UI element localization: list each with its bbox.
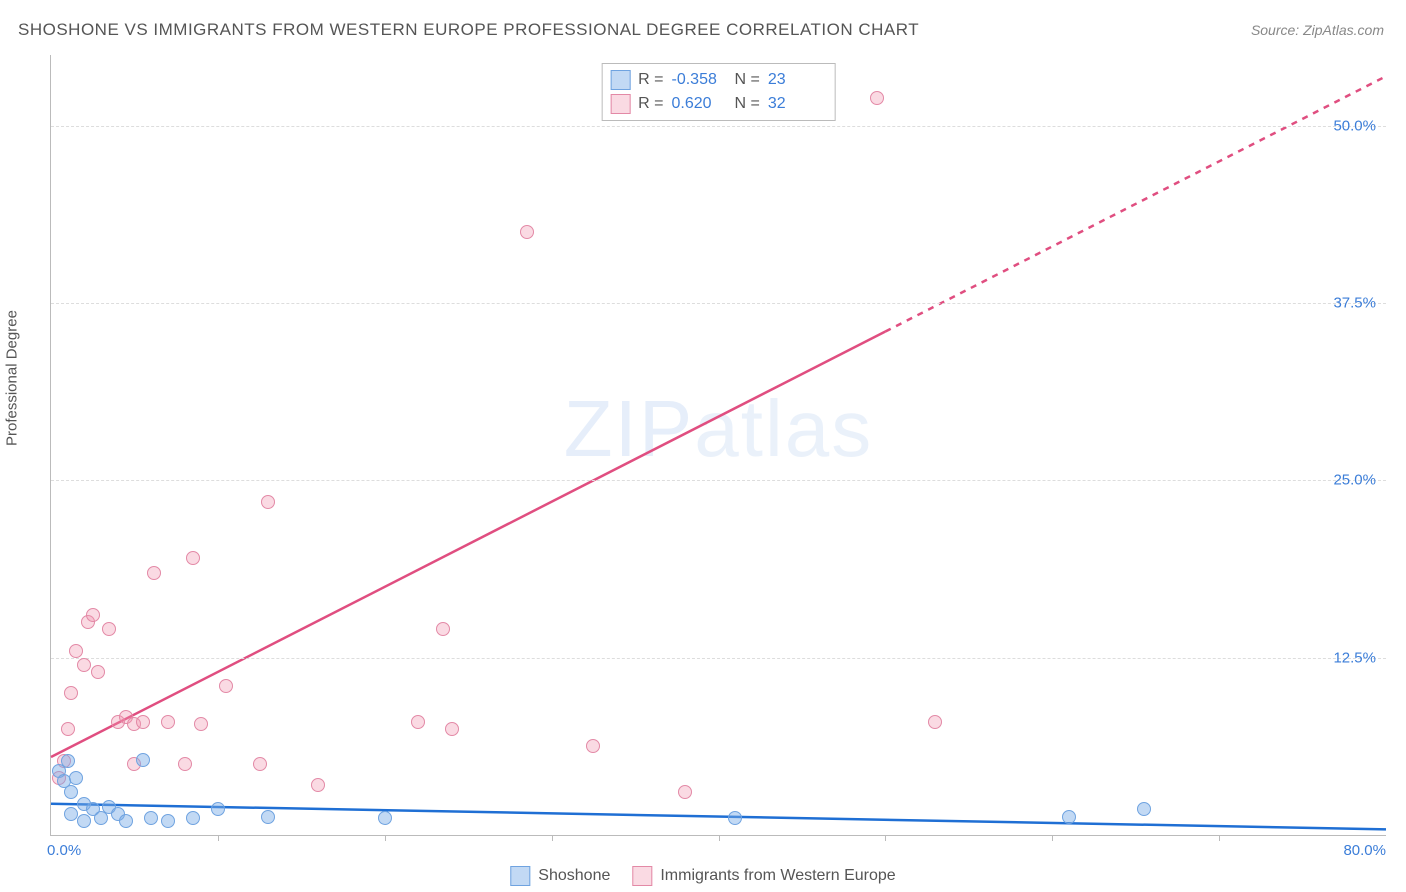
bottom-legend: Shoshone Immigrants from Western Europe (510, 866, 895, 886)
legend-label-2: Immigrants from Western Europe (660, 867, 895, 885)
y-tick-label: 37.5% (1333, 295, 1376, 312)
scatter-point-pink (678, 785, 692, 799)
legend-label-1: Shoshone (538, 867, 610, 885)
y-tick-label: 50.0% (1333, 117, 1376, 134)
scatter-point-pink (261, 495, 275, 509)
scatter-point-blue (136, 753, 150, 767)
scatter-point-pink (102, 622, 116, 636)
scatter-point-pink (928, 715, 942, 729)
scatter-point-blue (61, 754, 75, 768)
stats-row-1: R = -0.358 N = 23 (610, 68, 823, 92)
scatter-point-pink (194, 717, 208, 731)
scatter-point-blue (119, 814, 133, 828)
scatter-point-pink (253, 757, 267, 771)
source-label: Source: (1251, 22, 1299, 38)
scatter-point-blue (1062, 810, 1076, 824)
source-value: ZipAtlas.com (1303, 22, 1384, 38)
x-tick (1219, 835, 1220, 841)
legend-item-2: Immigrants from Western Europe (632, 866, 895, 886)
watermark-atlas: atlas (694, 384, 873, 473)
scatter-point-pink (77, 658, 91, 672)
scatter-point-pink (586, 739, 600, 753)
x-label-max: 80.0% (1343, 842, 1386, 859)
scatter-point-pink (91, 665, 105, 679)
scatter-point-blue (261, 810, 275, 824)
y-tick-label: 25.0% (1333, 472, 1376, 489)
gridline (51, 658, 1386, 659)
scatter-point-pink (136, 715, 150, 729)
scatter-point-blue (64, 807, 78, 821)
r-label-1: R = (638, 68, 663, 92)
scatter-point-pink (311, 778, 325, 792)
stats-legend-box: R = -0.358 N = 23 R = 0.620 N = 32 (601, 63, 836, 121)
scatter-point-pink (147, 566, 161, 580)
x-tick (385, 835, 386, 841)
stats-row-2: R = 0.620 N = 32 (610, 92, 823, 116)
n-label-1: N = (735, 68, 760, 92)
scatter-point-pink (411, 715, 425, 729)
scatter-point-pink (161, 715, 175, 729)
y-axis-title: Professional Degree (4, 310, 21, 446)
scatter-point-pink (69, 644, 83, 658)
scatter-point-pink (219, 679, 233, 693)
n-label-2: N = (735, 92, 760, 116)
scatter-point-pink (61, 722, 75, 736)
scatter-point-blue (378, 811, 392, 825)
x-tick (1052, 835, 1053, 841)
watermark-zip: ZIP (564, 384, 694, 473)
legend-swatch-2 (632, 866, 652, 886)
scatter-point-pink (178, 757, 192, 771)
swatch-series2 (610, 94, 630, 114)
n-value-1: 23 (768, 68, 823, 92)
scatter-point-pink (520, 225, 534, 239)
x-tick (218, 835, 219, 841)
x-tick (719, 835, 720, 841)
y-tick-label: 12.5% (1333, 649, 1376, 666)
plot-area: ZIPatlas R = -0.358 N = 23 R = 0.620 N =… (50, 55, 1386, 836)
n-value-2: 32 (768, 92, 823, 116)
scatter-point-blue (186, 811, 200, 825)
scatter-point-blue (728, 811, 742, 825)
scatter-point-pink (86, 608, 100, 622)
scatter-point-blue (1137, 802, 1151, 816)
r-label-2: R = (638, 92, 663, 116)
swatch-series1 (610, 70, 630, 90)
scatter-point-blue (161, 814, 175, 828)
scatter-point-pink (64, 686, 78, 700)
watermark: ZIPatlas (564, 383, 873, 475)
r-value-1: -0.358 (672, 68, 727, 92)
source-attribution: Source: ZipAtlas.com (1251, 22, 1384, 38)
scatter-point-blue (64, 785, 78, 799)
legend-swatch-1 (510, 866, 530, 886)
gridline (51, 303, 1386, 304)
scatter-point-pink (436, 622, 450, 636)
x-tick (885, 835, 886, 841)
gridline (51, 126, 1386, 127)
scatter-point-blue (69, 771, 83, 785)
scatter-point-blue (211, 802, 225, 816)
gridline (51, 480, 1386, 481)
legend-item-1: Shoshone (510, 866, 610, 886)
x-tick (552, 835, 553, 841)
x-label-min: 0.0% (47, 842, 81, 859)
scatter-point-pink (186, 551, 200, 565)
scatter-point-pink (870, 91, 884, 105)
chart-container: SHOSHONE VS IMMIGRANTS FROM WESTERN EURO… (0, 0, 1406, 892)
trend-lines-svg (51, 55, 1386, 835)
r-value-2: 0.620 (672, 92, 727, 116)
scatter-point-blue (144, 811, 158, 825)
chart-title: SHOSHONE VS IMMIGRANTS FROM WESTERN EURO… (18, 20, 919, 40)
scatter-point-pink (445, 722, 459, 736)
